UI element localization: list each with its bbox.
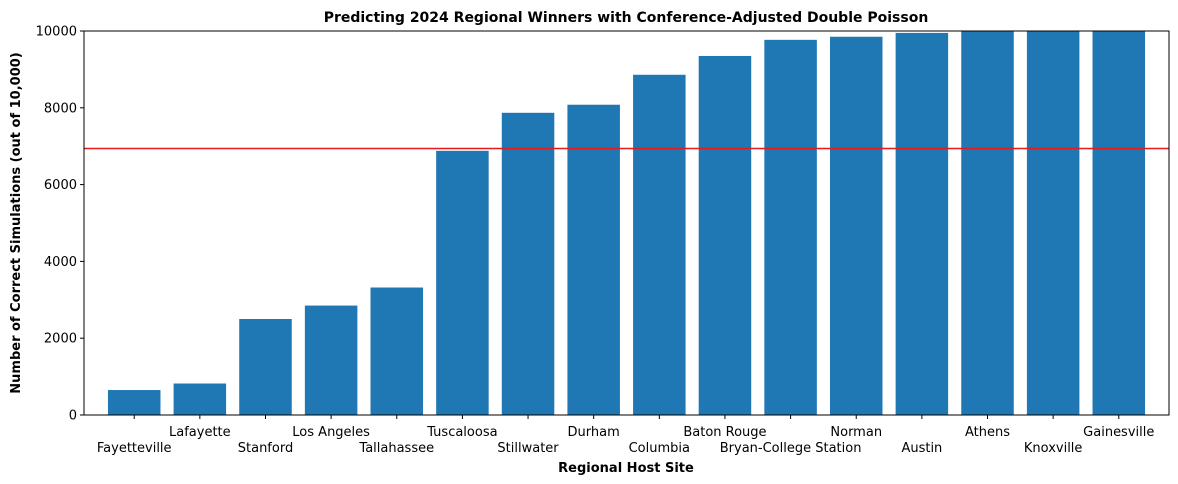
bar: [895, 32, 949, 416]
x-tick-label: Gainesville: [1083, 425, 1154, 440]
y-tick-label: 8000: [44, 101, 77, 116]
bar: [436, 150, 489, 416]
bar: [304, 305, 358, 415]
bar: [239, 319, 292, 415]
y-axis-label: Number of Correct Simulations (out of 10…: [9, 52, 24, 393]
y-tick-label: 2000: [44, 332, 77, 347]
x-tick-label: Bryan-College Station: [720, 441, 862, 456]
x-tick-label: Tuscaloosa: [426, 425, 497, 440]
bar: [173, 383, 227, 415]
x-tick-label: Columbia: [629, 441, 690, 456]
y-tick-label: 4000: [44, 255, 77, 270]
x-tick-label: Tallahassee: [358, 441, 434, 456]
plot-frame: [83, 30, 1170, 416]
x-tick-label: Stillwater: [497, 441, 559, 456]
y-tick-label: 10000: [36, 25, 77, 40]
bar: [1026, 31, 1080, 415]
bar: [961, 31, 1014, 415]
bar: [829, 36, 883, 415]
bar: [501, 112, 555, 416]
x-tick-label: Stanford: [238, 441, 293, 456]
bar: [567, 104, 620, 415]
chart-title: Predicting 2024 Regional Winners with Co…: [324, 10, 929, 26]
x-tick-label: Los Angeles: [292, 425, 370, 440]
x-tick-label: Athens: [965, 425, 1010, 440]
x-tick-label: Norman: [830, 425, 882, 440]
bar: [764, 39, 817, 415]
x-tick-label: Knoxville: [1024, 441, 1083, 456]
bar: [698, 55, 752, 416]
x-tick-label: Fayetteville: [97, 441, 172, 456]
y-tick-label: 0: [69, 409, 77, 424]
plot-area: 0 2000 4000 6000 8000 10000 FayettevilleLafaye…: [36, 25, 1170, 456]
x-tick-label: Durham: [568, 425, 620, 440]
x-axis-label: Regional Host Site: [558, 461, 694, 476]
x-tick-label: Lafayette: [169, 425, 231, 440]
bar: [107, 390, 161, 415]
bar: [633, 74, 686, 415]
bar: [1092, 31, 1146, 415]
bar: [370, 287, 424, 415]
y-tick-label: 6000: [44, 178, 77, 193]
x-tick-label: Austin: [901, 441, 942, 456]
x-tick-label: Baton Rouge: [683, 425, 766, 440]
